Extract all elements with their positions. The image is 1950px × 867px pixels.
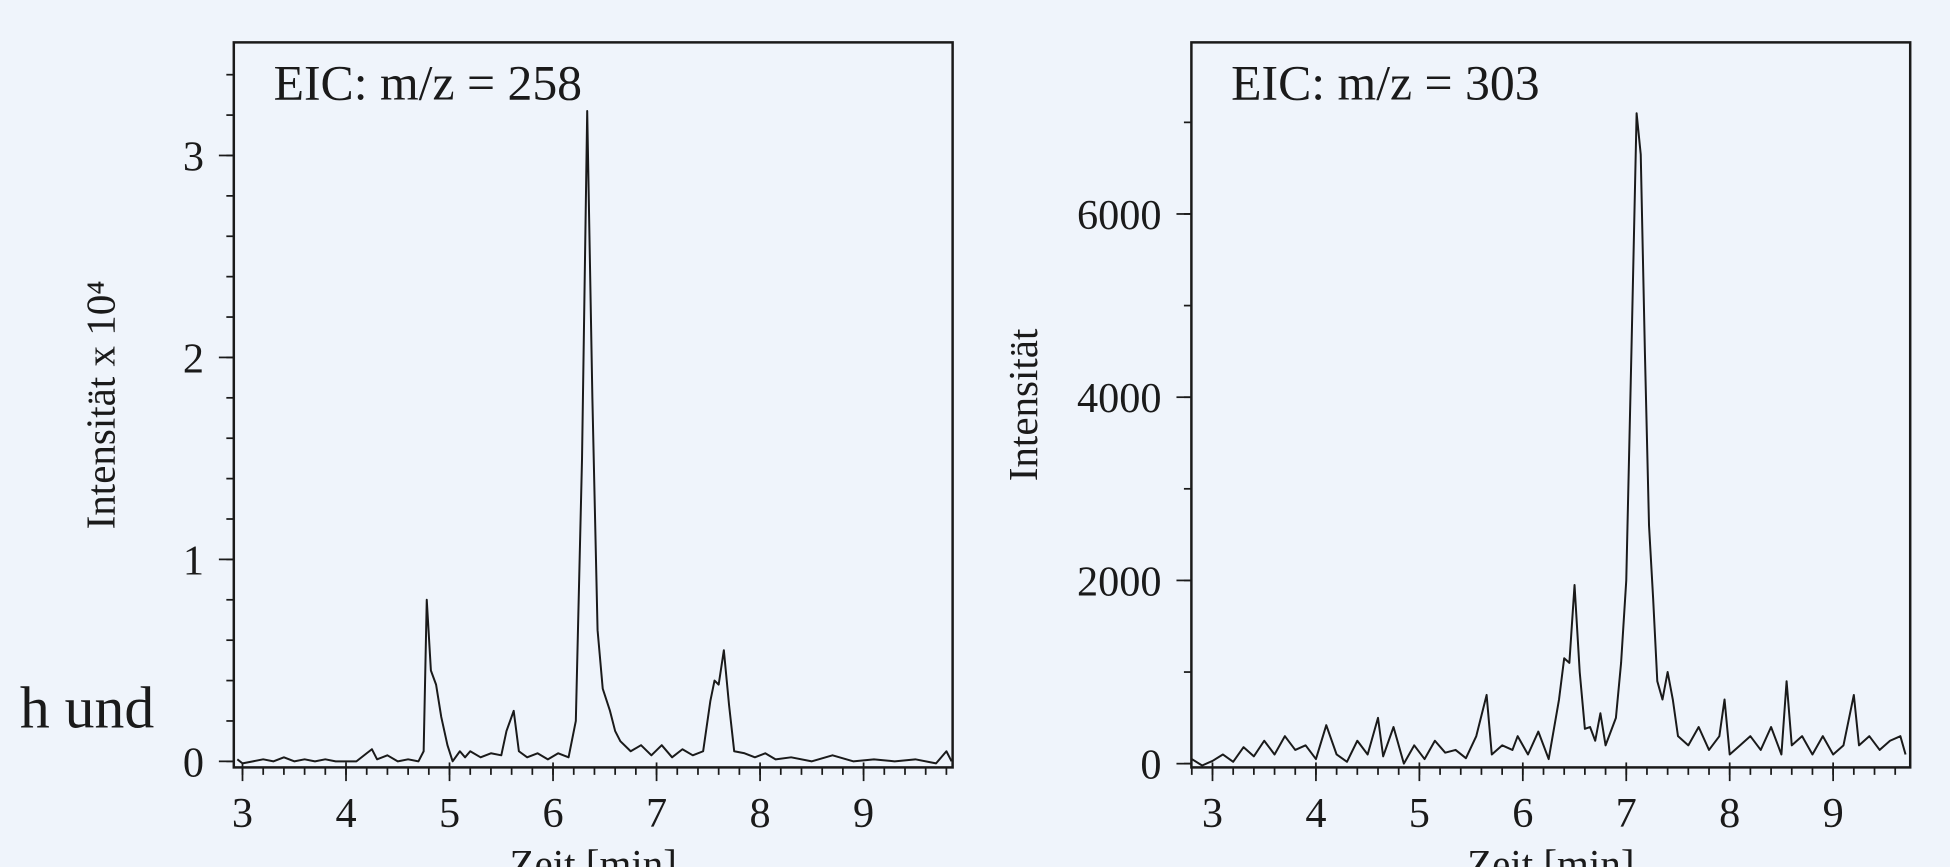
- y-tick-label: 1: [183, 537, 204, 584]
- x-tick-label: 9: [1823, 790, 1844, 837]
- y-tick-label: 0: [1140, 742, 1161, 789]
- x-tick-label: 9: [853, 790, 874, 837]
- x-tick-label: 5: [1409, 790, 1430, 837]
- text-fragment: h und: [20, 675, 154, 741]
- plot-frame: [232, 41, 954, 769]
- y-tick-label: 6000: [1077, 192, 1162, 239]
- chart-title: EIC: m/z = 258: [274, 56, 582, 111]
- x-tick-label: 7: [646, 790, 667, 837]
- chart-title: EIC: m/z = 303: [1231, 56, 1539, 111]
- x-tick-label: 4: [1305, 790, 1326, 837]
- data-line: [236, 110, 953, 765]
- x-tick-label: 7: [1616, 790, 1637, 837]
- y-tick-label: 3: [183, 133, 204, 180]
- x-tick-label: 6: [542, 790, 563, 837]
- y-axis-label: Intensität x 10⁴: [77, 280, 123, 529]
- y-axis-label: Intensität: [1000, 328, 1046, 481]
- x-tick-label: 5: [439, 790, 460, 837]
- x-tick-label: 8: [750, 790, 771, 837]
- y-tick-label: 2: [183, 335, 204, 382]
- plot-frame: [1190, 41, 1912, 769]
- y-tick-label: 2000: [1077, 558, 1162, 605]
- x-tick-label: 3: [232, 790, 253, 837]
- x-tick-label: 8: [1719, 790, 1740, 837]
- x-tick-label: 6: [1512, 790, 1533, 837]
- data-line: [1191, 112, 1907, 767]
- x-axis-label: Zeit [min]: [509, 841, 676, 867]
- y-tick-label: 4000: [1077, 375, 1162, 422]
- x-tick-label: 4: [335, 790, 356, 837]
- x-tick-label: 3: [1202, 790, 1223, 837]
- y-tick-label: 0: [183, 739, 204, 786]
- x-axis-label: Zeit [min]: [1467, 841, 1634, 867]
